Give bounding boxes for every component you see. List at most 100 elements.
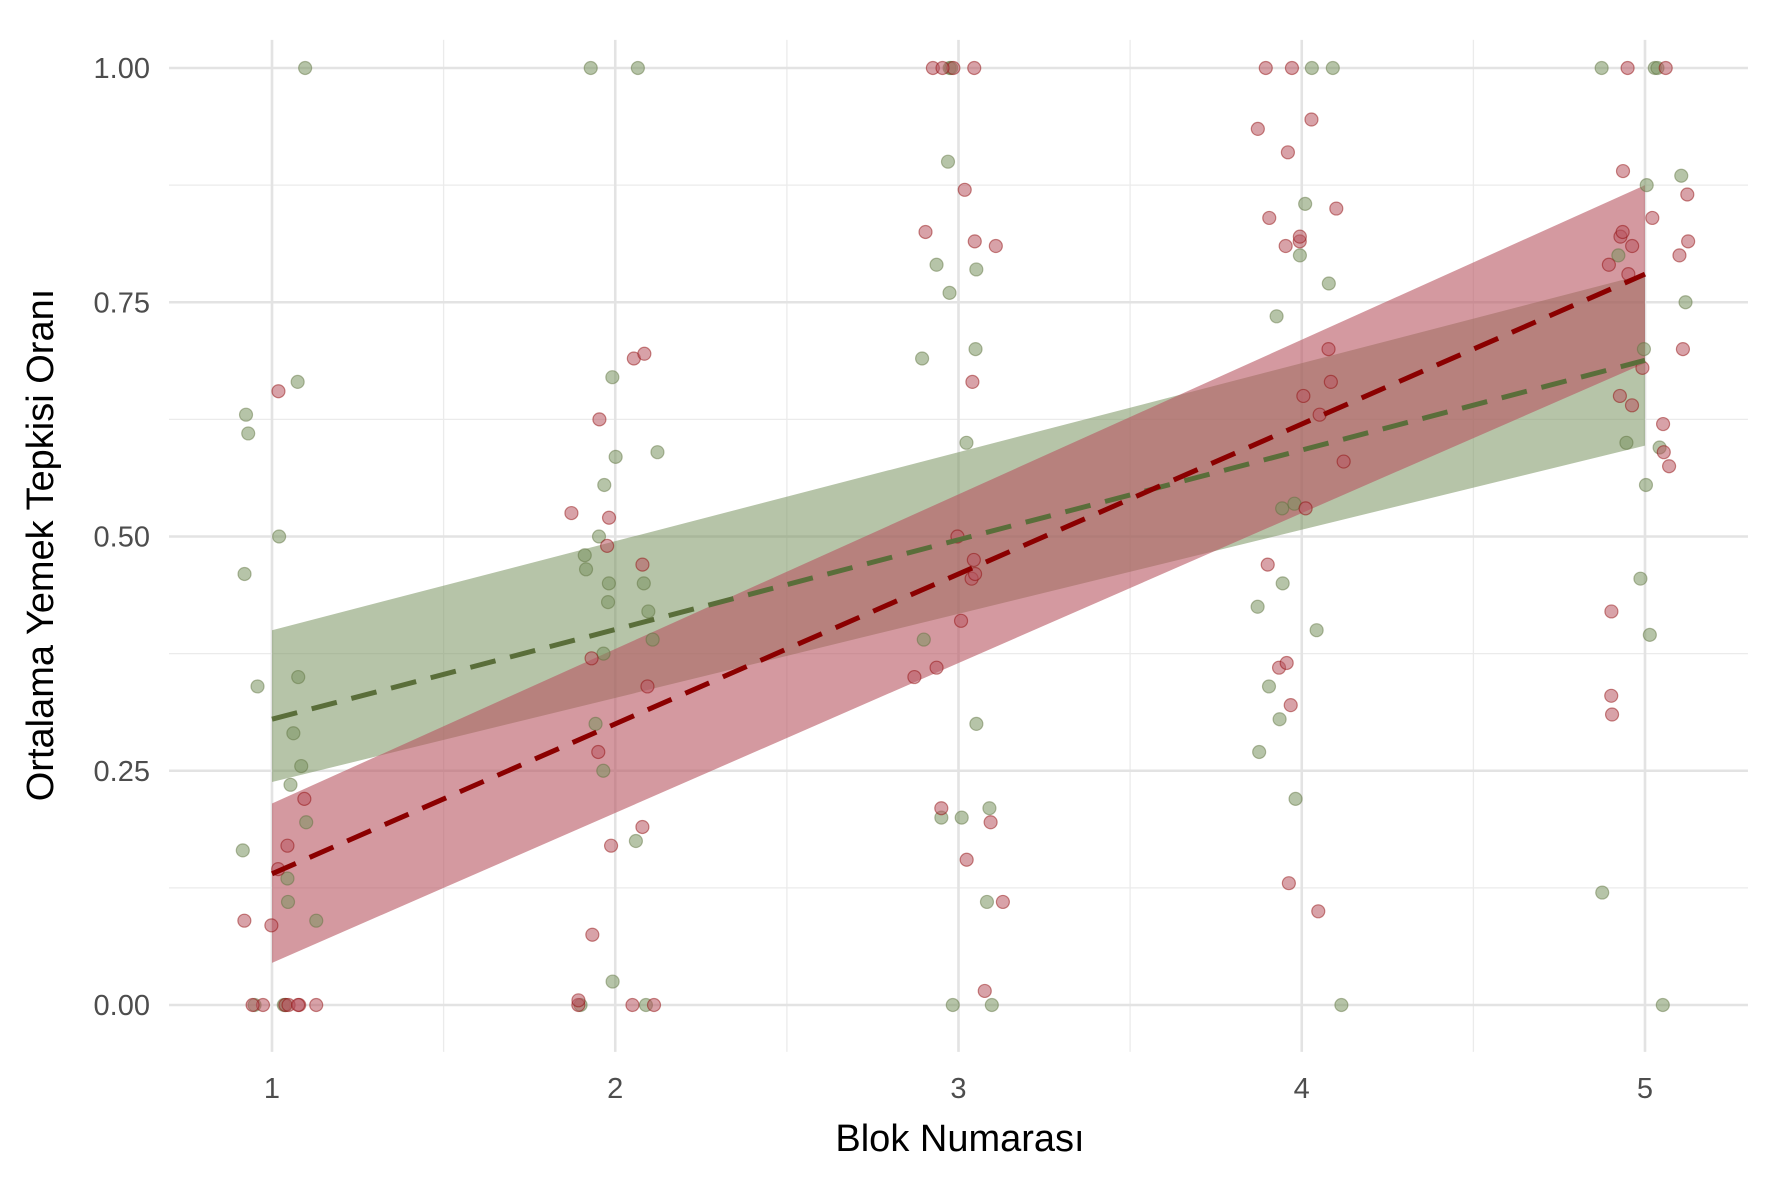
data-point [907, 669, 922, 685]
data-point [940, 154, 956, 169]
data-point [601, 576, 616, 591]
data-point [628, 833, 643, 849]
data-point [1604, 707, 1620, 722]
data-point [1283, 698, 1298, 713]
data-point [954, 810, 969, 825]
data-point [1280, 145, 1296, 160]
data-point [1680, 187, 1695, 202]
data-point [1250, 121, 1265, 137]
data-point [635, 819, 650, 835]
y-tick-label: 0.50 [94, 522, 150, 554]
data-point [241, 426, 256, 441]
data-point [969, 262, 984, 277]
y-tick-label: 0.75 [94, 287, 150, 319]
data-point [250, 679, 265, 694]
data-point [597, 477, 612, 493]
data-point [988, 238, 1003, 254]
data-point [953, 613, 969, 628]
data-point [967, 60, 982, 76]
data-point [591, 744, 606, 760]
data-point [1595, 885, 1610, 900]
data-point [280, 871, 295, 886]
data-point [583, 60, 598, 76]
fit-line [271, 357, 1646, 722]
data-point [309, 997, 324, 1013]
data-point [916, 632, 931, 647]
data-point [1325, 60, 1340, 76]
data-point [596, 646, 611, 661]
data-point [1604, 688, 1619, 703]
data-point [979, 894, 995, 910]
data-point [1261, 679, 1277, 694]
data-point [605, 974, 620, 989]
data-point [1594, 60, 1609, 76]
data-point [1272, 712, 1287, 727]
x-tick-label: 5 [1637, 1073, 1653, 1105]
data-point [636, 576, 651, 591]
data-point [1321, 276, 1336, 291]
data-point [600, 538, 615, 553]
data-point [1329, 201, 1344, 216]
data-point [571, 993, 586, 1008]
data-point [600, 594, 616, 610]
data-point [1323, 374, 1338, 389]
data-point [1611, 248, 1626, 263]
data-point [1287, 496, 1302, 511]
data-point [280, 838, 295, 853]
data-point [934, 801, 949, 816]
data-point [1288, 791, 1303, 806]
data-point [982, 801, 997, 816]
data-point [1655, 416, 1671, 432]
data-point [625, 997, 640, 1013]
data-point [264, 918, 279, 933]
y-axis-title: Ortalama Yemek Tepkisi Oranı [20, 289, 62, 802]
data-point [564, 505, 579, 521]
data-point [968, 342, 983, 357]
data-point [1252, 744, 1267, 760]
data-point [929, 257, 944, 272]
data-point [966, 552, 981, 568]
data-point [959, 852, 974, 867]
data-point [1624, 398, 1640, 413]
data-point [945, 997, 960, 1013]
data-point [1296, 388, 1311, 404]
data-point [603, 838, 619, 853]
data-point [1619, 435, 1634, 450]
data-point [957, 182, 972, 197]
data-point [1250, 599, 1265, 614]
data-point [591, 529, 607, 544]
data-point [238, 407, 254, 422]
data-point [1298, 501, 1313, 516]
x-tick-label: 2 [607, 1073, 623, 1105]
data-point [1678, 295, 1693, 310]
data-point [1336, 454, 1351, 469]
data-point [995, 894, 1010, 910]
data-point [640, 679, 655, 694]
data-point [1615, 163, 1631, 179]
fit-lines [270, 271, 1647, 877]
data-point [1284, 60, 1300, 76]
data-point [637, 346, 652, 361]
x-tick-label: 3 [950, 1073, 966, 1105]
data-point [1309, 623, 1324, 638]
data-point [969, 716, 984, 732]
data-point [1645, 210, 1660, 226]
data-point [1292, 229, 1307, 244]
data-point [1604, 604, 1619, 619]
data-point [1304, 60, 1319, 76]
data-point [596, 763, 611, 778]
data-point [1281, 876, 1296, 891]
data-point [1633, 571, 1648, 586]
data-point [641, 604, 656, 619]
data-point [1656, 445, 1671, 460]
data-point [1279, 655, 1294, 671]
fit-line [270, 271, 1647, 877]
data-point [942, 285, 957, 300]
data-point [291, 997, 306, 1013]
data-point [630, 60, 645, 76]
data-point [1321, 342, 1336, 357]
data-point [918, 224, 933, 240]
y-tick-label: 0.25 [94, 756, 150, 788]
data-point [965, 374, 980, 389]
data-point [977, 983, 992, 999]
